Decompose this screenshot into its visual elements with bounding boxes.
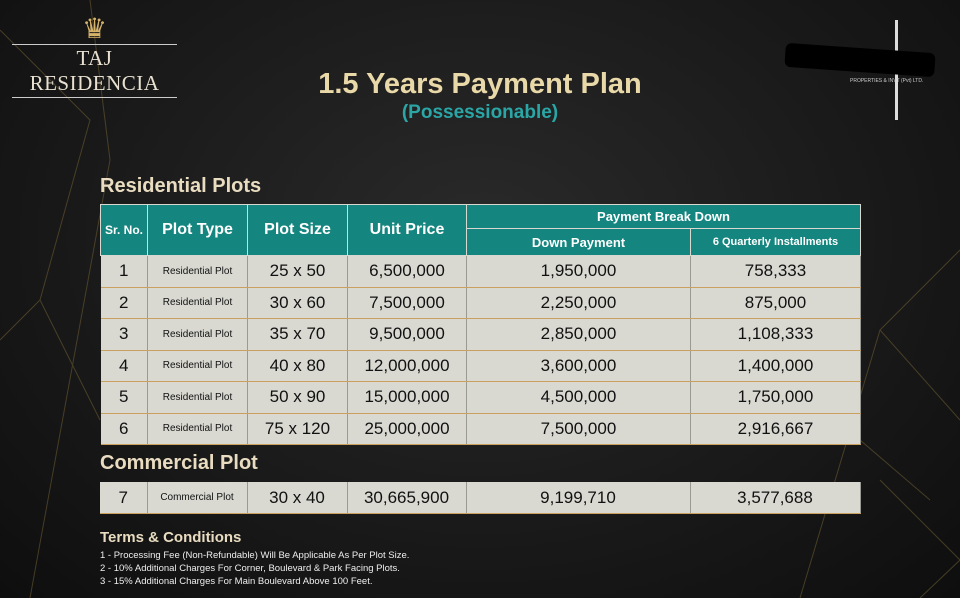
- unit-price-cell: 30,665,900: [347, 482, 467, 514]
- plot-size-cell: 30 x 60: [247, 287, 348, 319]
- table-row: 7 Commercial Plot 30 x 40 30,665,900 9,199,7…: [100, 482, 861, 514]
- plot-type-cell: Residential Plot: [147, 318, 248, 351]
- plot-size-cell: 75 x 120: [247, 413, 348, 445]
- table-row: 3 Residential Plot 35 x 70 9,500,000 2,850,0…: [100, 318, 861, 351]
- sr-no-cell: 6: [100, 413, 148, 445]
- sr-no-cell: 5: [100, 381, 148, 414]
- term-item: 1 - Processing Fee (Non-Refundable) Will…: [100, 550, 410, 561]
- header-sr: Sr. No.: [100, 204, 148, 256]
- plot-size-cell: 40 x 80: [247, 350, 348, 382]
- table-row: 6 Residential Plot 75 x 120 25,000,000 7,500…: [100, 413, 861, 445]
- down-payment-cell: 4,500,000: [466, 381, 691, 414]
- plot-type-cell: Residential Plot: [147, 381, 248, 414]
- plot-size-cell: 30 x 40: [247, 482, 348, 514]
- term-item: 3 - 15% Additional Charges For Main Boul…: [100, 576, 373, 587]
- installment-cell: 758,333: [690, 255, 861, 288]
- sr-no-cell: 7: [100, 482, 148, 514]
- plot-type-cell: Residential Plot: [147, 350, 248, 382]
- page-subtitle: (Possessionable): [401, 102, 559, 123]
- installment-cell: 2,916,667: [690, 413, 861, 445]
- plot-size-cell: 50 x 90: [247, 381, 348, 414]
- sr-no-cell: 3: [100, 318, 148, 351]
- plot-type-cell: Commercial Plot: [147, 482, 248, 514]
- down-payment-cell: 7,500,000: [466, 413, 691, 445]
- unit-price-cell: 25,000,000: [347, 413, 467, 445]
- plot-type-cell: Residential Plot: [147, 255, 248, 288]
- residential-heading: Residential Plots: [100, 175, 262, 197]
- unit-price-cell: 9,500,000: [347, 318, 467, 351]
- installment-cell: 3,577,688: [690, 482, 861, 514]
- logo-name: TAJ RESIDENCIA: [12, 44, 177, 98]
- unit-price-cell: 15,000,000: [347, 381, 467, 414]
- table-row: 2 Residential Plot 30 x 60 7,500,000 2,250,0…: [100, 287, 861, 319]
- residential-table: Sr. No. Plot Type Plot Size Unit Price P…: [100, 204, 861, 445]
- header-payment-breakdown: Payment Break Down: [466, 204, 861, 229]
- down-payment-cell: 3,600,000: [466, 350, 691, 382]
- page-title: 1.5 Years Payment Plan: [318, 68, 642, 100]
- plot-type-cell: Residential Plot: [147, 287, 248, 319]
- crown-icon: ♛: [81, 13, 108, 44]
- unit-price-cell: 12,000,000: [347, 350, 467, 382]
- installment-cell: 1,400,000: [690, 350, 861, 382]
- term-item: 2 - 10% Additional Charges For Corner, B…: [100, 563, 400, 574]
- plot-type-cell: Residential Plot: [147, 413, 248, 445]
- installment-cell: 875,000: [690, 287, 861, 319]
- header-installments: 6 Quarterly Installments: [690, 228, 861, 256]
- sr-no-cell: 4: [100, 350, 148, 382]
- down-payment-cell: 2,250,000: [466, 287, 691, 319]
- header-plot-size: Plot Size: [247, 204, 348, 256]
- table-row: 1 Residential Plot 25 x 50 6,500,000 1,950,0…: [100, 255, 861, 288]
- installment-cell: 1,750,000: [690, 381, 861, 414]
- terms-heading: Terms & Conditions: [100, 529, 242, 546]
- sr-no-cell: 2: [100, 287, 148, 319]
- commercial-table: 7 Commercial Plot 30 x 40 30,665,900 9,199,7…: [100, 482, 861, 514]
- partner-logo: PROPERTIES & INVT (Pvt) LTD.: [784, 20, 950, 120]
- commercial-heading: Commercial Plot: [100, 452, 258, 474]
- plot-size-cell: 25 x 50: [247, 255, 348, 288]
- header-unit-price: Unit Price: [347, 204, 467, 256]
- down-payment-cell: 9,199,710: [466, 482, 691, 514]
- unit-price-cell: 6,500,000: [347, 255, 467, 288]
- unit-price-cell: 7,500,000: [347, 287, 467, 319]
- taj-residencia-logo: ♛ TAJ RESIDENCIA: [12, 14, 177, 98]
- installment-cell: 1,108,333: [690, 318, 861, 351]
- sr-no-cell: 1: [100, 255, 148, 288]
- plot-size-cell: 35 x 70: [247, 318, 348, 351]
- header-plot-type: Plot Type: [147, 204, 248, 256]
- terms-section: Terms & Conditions 1 - Processing Fee (N…: [100, 529, 409, 588]
- table-row: 4 Residential Plot 40 x 80 12,000,000 3,600,…: [100, 350, 861, 382]
- down-payment-cell: 2,850,000: [466, 318, 691, 351]
- down-payment-cell: 1,950,000: [466, 255, 691, 288]
- table-row: 5 Residential Plot 50 x 90 15,000,000 4,500,…: [100, 381, 861, 414]
- header-down-payment: Down Payment: [466, 228, 691, 256]
- partner-logo-subtitle: PROPERTIES & INVT (Pvt) LTD.: [850, 78, 924, 84]
